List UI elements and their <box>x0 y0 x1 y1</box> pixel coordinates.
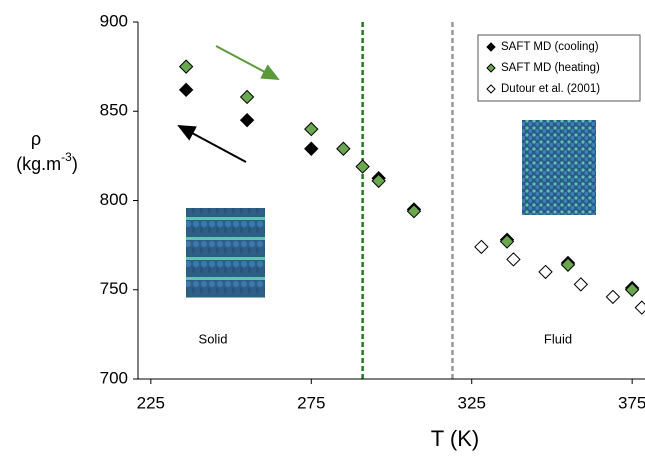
fluid-snapshot <box>522 120 596 215</box>
y-tick-label: 800 <box>100 190 128 209</box>
data-point <box>605 289 621 305</box>
legend-box <box>477 34 641 102</box>
y-tick-label: 850 <box>100 101 128 120</box>
data-point <box>371 173 386 189</box>
data-point <box>474 239 489 255</box>
data-point <box>304 141 319 156</box>
y-tick-label: 900 <box>100 11 128 30</box>
data-point <box>178 82 194 98</box>
x-axis-label: T (K) <box>431 426 479 451</box>
data-point <box>239 112 255 128</box>
solid-label: Solid <box>199 331 228 346</box>
y-axis-symbol: ρ <box>31 129 41 149</box>
legend-marker <box>486 84 496 94</box>
heating-arrow <box>215 45 280 80</box>
data-point <box>538 264 553 280</box>
fluid-label: Fluid <box>544 331 572 346</box>
legend-label: SAFT MD (cooling) <box>501 41 599 53</box>
y-tick-label: 700 <box>100 368 128 387</box>
data-point <box>178 59 194 74</box>
data-point <box>506 252 521 267</box>
x-tick-label: 375 <box>618 393 645 412</box>
x-tick-label: 275 <box>297 393 325 412</box>
data-point <box>406 204 422 219</box>
data-point <box>355 159 370 174</box>
legend-label: Dutour et al. (2001) <box>501 83 600 95</box>
data-point <box>304 121 319 137</box>
data-point <box>560 257 576 272</box>
solid-snapshot <box>186 208 265 298</box>
y-tick-label: 750 <box>100 279 128 298</box>
legend-marker <box>486 63 496 73</box>
legend-marker <box>486 42 496 52</box>
cooling-arrow <box>177 125 247 163</box>
x-tick-label: 225 <box>137 393 165 412</box>
data-point <box>573 277 589 292</box>
x-tick-label: 325 <box>458 393 486 412</box>
data-point <box>499 234 515 249</box>
data-point <box>634 300 645 315</box>
data-point <box>239 89 255 105</box>
y-axis-unit: (kg.m-3) <box>16 150 78 174</box>
data-point <box>624 282 640 297</box>
legend-label: SAFT MD (heating) <box>501 62 600 74</box>
data-point <box>336 141 351 156</box>
